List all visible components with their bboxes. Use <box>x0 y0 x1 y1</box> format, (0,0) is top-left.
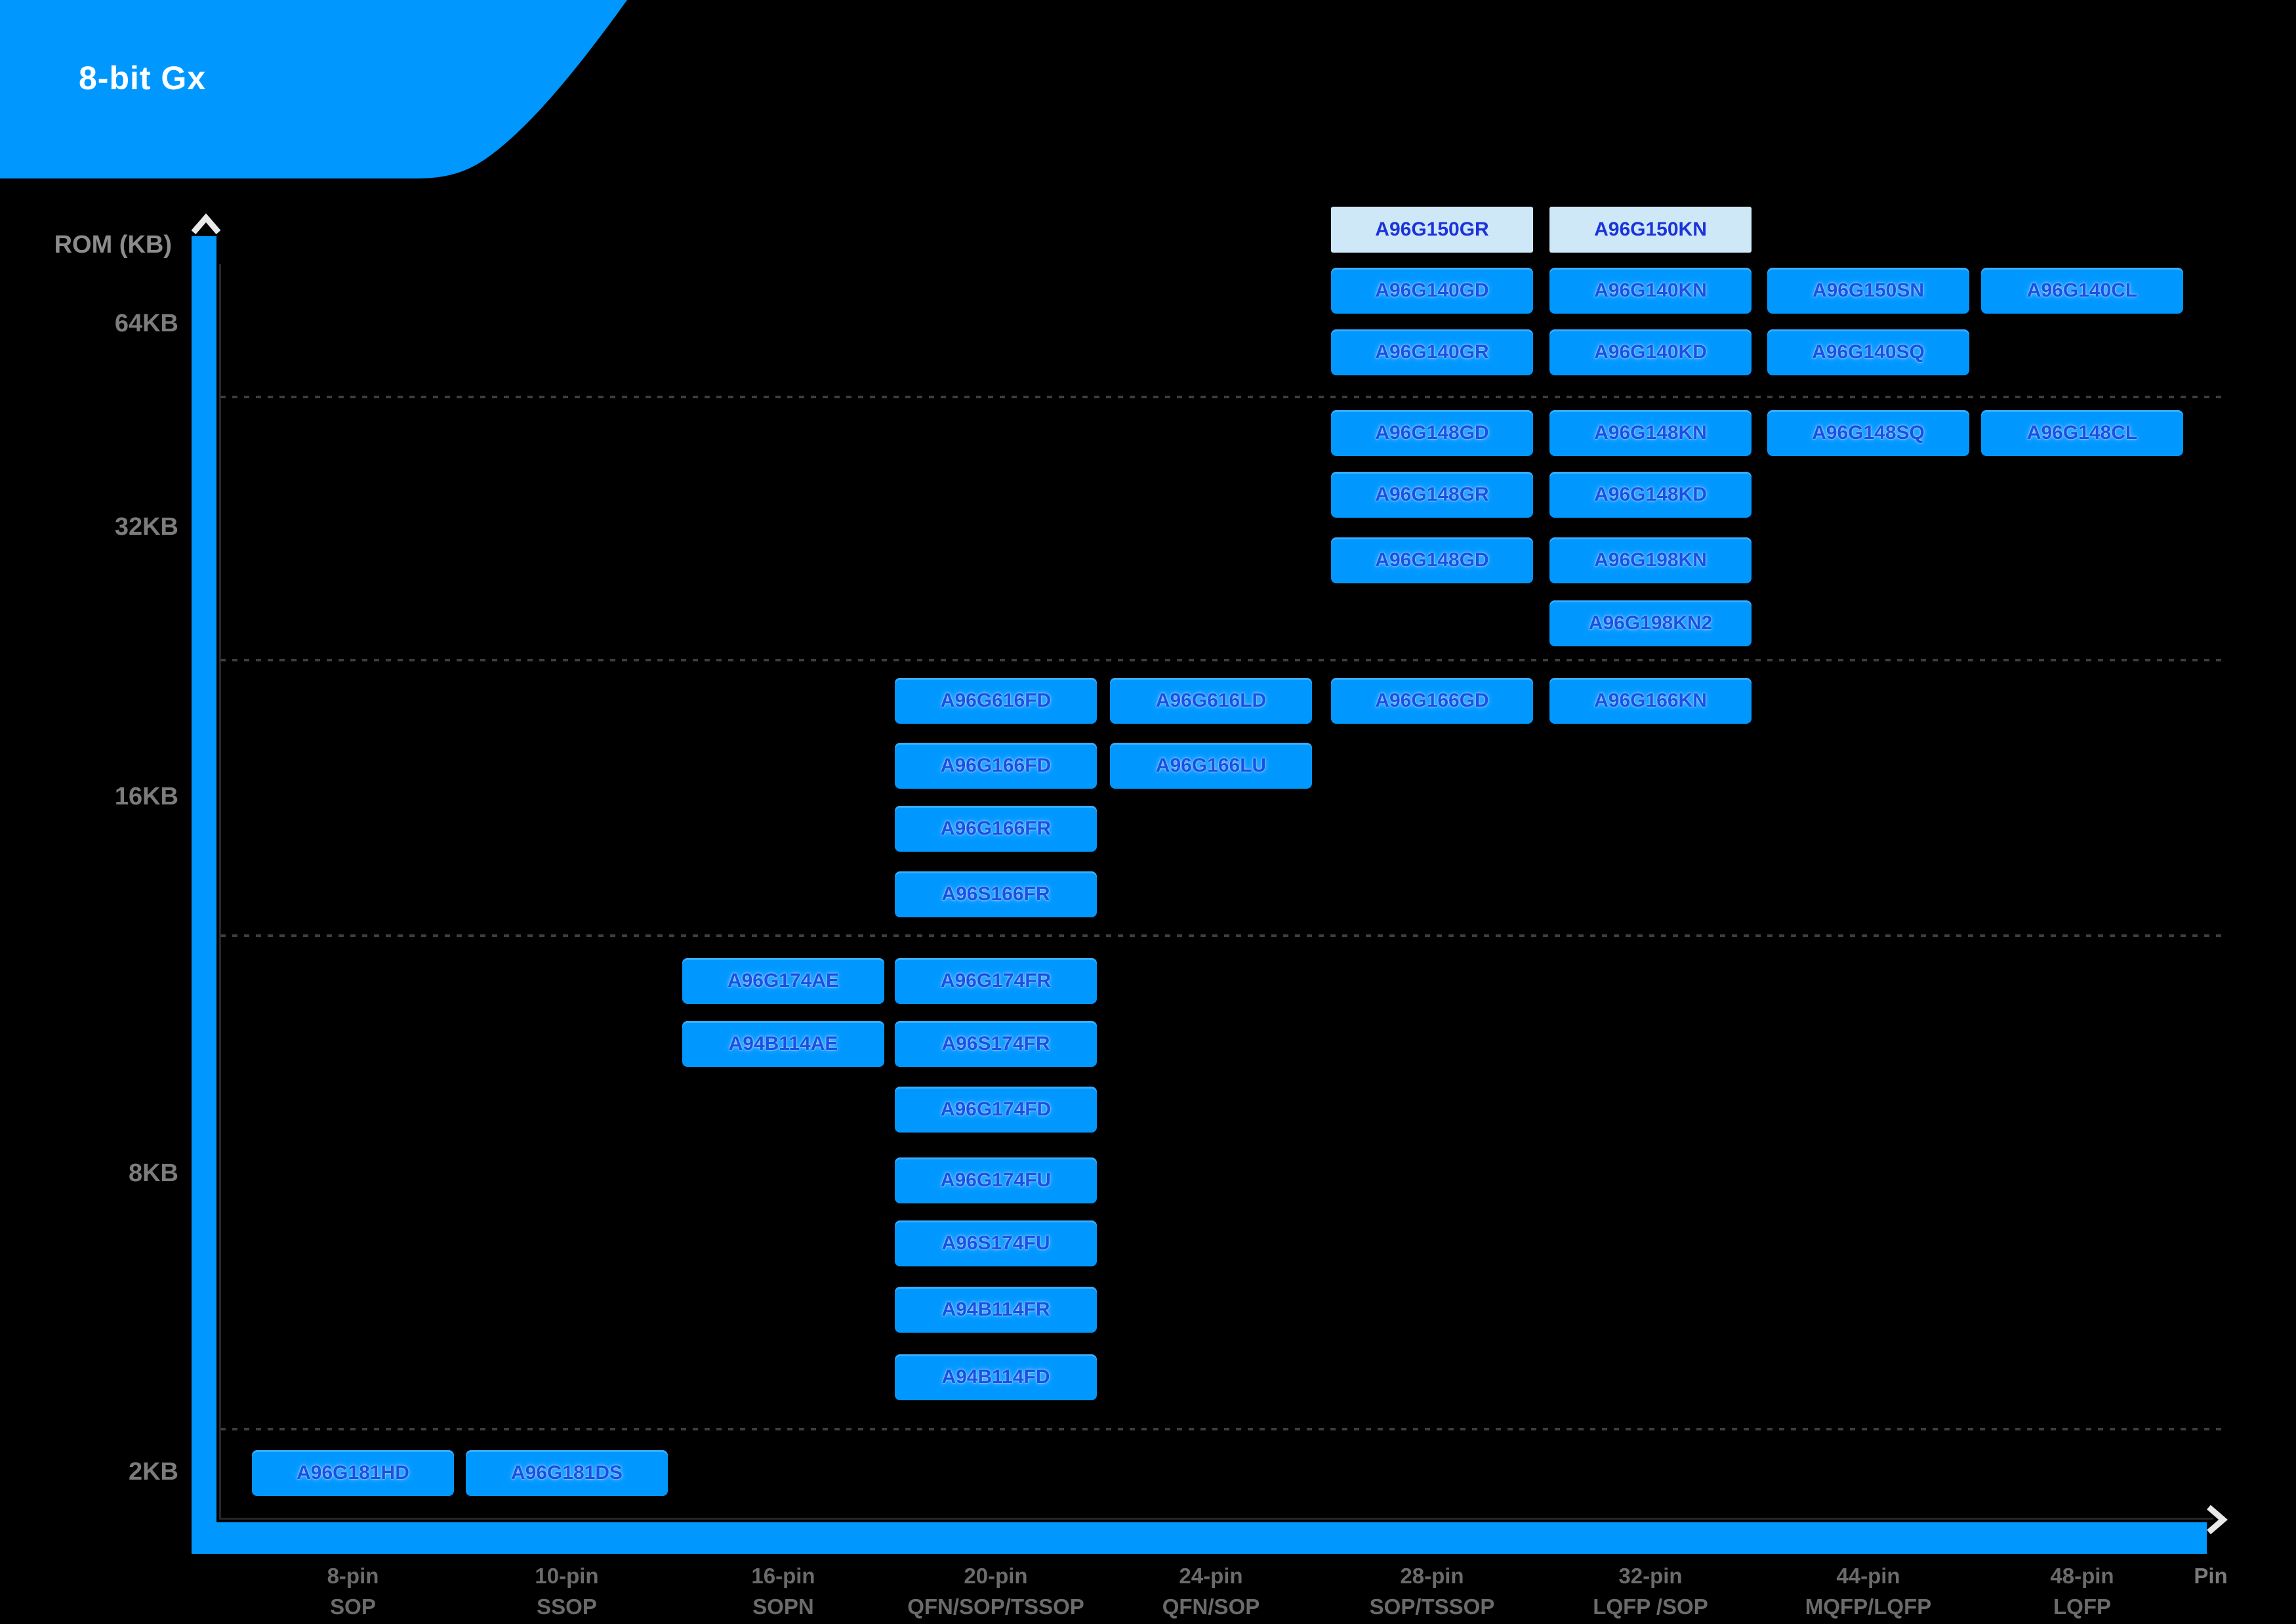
chip-A96G166FR[interactable]: A96G166FR <box>895 806 1097 852</box>
package-label: MQFP/LQFP <box>1805 1594 1932 1619</box>
chip-A96G140CL[interactable]: A96G140CL <box>1981 268 2183 314</box>
chip-A96S174FR[interactable]: A96S174FR <box>895 1021 1097 1067</box>
package-label: SSOP <box>537 1594 597 1619</box>
chip-A96G166KN[interactable]: A96G166KN <box>1549 678 1752 724</box>
package-label: QFN/SOP/TSSOP <box>907 1594 1084 1619</box>
rom-tick-32KB: 32KB <box>114 513 178 541</box>
chip-A96G616LD[interactable]: A96G616LD <box>1110 678 1312 724</box>
chip-A96G174AE[interactable]: A96G174AE <box>682 958 884 1004</box>
chip-A96G166FD[interactable]: A96G166FD <box>895 743 1097 789</box>
rom-tick-16KB: 16KB <box>114 783 178 810</box>
pin-count-label: 44-pin <box>1836 1564 1900 1588</box>
chip-A96G166LU[interactable]: A96G166LU <box>1110 743 1312 789</box>
x-axis-bar <box>216 1522 2207 1554</box>
chip-A96G616FD[interactable]: A96G616FD <box>895 678 1097 724</box>
package-label: LQFP <box>2053 1594 2111 1619</box>
x-axis-line <box>219 1518 2213 1520</box>
title-banner <box>0 0 627 178</box>
chip-A94B114AE[interactable]: A94B114AE <box>682 1021 884 1067</box>
x-axis-arrow-icon <box>2207 1505 2228 1535</box>
pin-count-label: 48-pin <box>2050 1564 2114 1588</box>
y-axis-bar <box>192 236 216 1554</box>
chip-A96G166GD[interactable]: A96G166GD <box>1331 678 1533 724</box>
chip-A96G174FR[interactable]: A96G174FR <box>895 958 1097 1004</box>
chip-A96G148GD[interactable]: A96G148GD <box>1331 537 1533 583</box>
pin-column-label-44-pin: 44-pin MQFP/LQFP <box>1724 1560 2013 1622</box>
chip-A96G150KN[interactable]: A96G150KN <box>1549 207 1752 253</box>
pin-count-label: 20-pin <box>964 1564 1028 1588</box>
pin-column-label-20-pin: 20-pin QFN/SOP/TSSOP <box>851 1560 1140 1622</box>
chip-A96G148GD[interactable]: A96G148GD <box>1331 410 1533 456</box>
chip-A96G148SQ[interactable]: A96G148SQ <box>1767 410 1969 456</box>
tier-separator-line <box>220 396 2224 398</box>
chip-A96G148CL[interactable]: A96G148CL <box>1981 410 2183 456</box>
pin-column-label-10-pin: 10-pin SSOP <box>422 1560 711 1622</box>
package-label: QFN/SOP <box>1162 1594 1260 1619</box>
chip-A94B114FD[interactable]: A94B114FD <box>895 1354 1097 1400</box>
package-label: SOP <box>330 1594 376 1619</box>
chip-A96G174FD[interactable]: A96G174FD <box>895 1087 1097 1133</box>
y-axis-arrow-icon <box>191 213 221 234</box>
chip-A96G150SN[interactable]: A96G150SN <box>1767 268 1969 314</box>
pin-count-label: 24-pin <box>1179 1564 1243 1588</box>
pin-count-label: 16-pin <box>751 1564 815 1588</box>
rom-tick-8KB: 8KB <box>128 1159 178 1187</box>
page-title: 8-bit Gx <box>79 60 207 96</box>
pin-column-label-28-pin: 28-pin SOP/TSSOP <box>1288 1560 1576 1622</box>
rom-axis-label: ROM (KB) <box>54 231 172 259</box>
pin-axis-end-label: Pin <box>2194 1564 2228 1588</box>
pin-count-label: 8-pin <box>327 1564 379 1588</box>
chip-A96G140GR[interactable]: A96G140GR <box>1331 329 1533 375</box>
chip-A96G181DS[interactable]: A96G181DS <box>466 1450 668 1496</box>
chip-A96G150GR[interactable]: A96G150GR <box>1331 207 1533 253</box>
pin-column-label-32-pin: 32-pin LQFP /SOP <box>1506 1560 1795 1622</box>
chip-A96G148KN[interactable]: A96G148KN <box>1549 410 1752 456</box>
pin-column-label-8-pin: 8-pin SOP <box>209 1560 497 1622</box>
tier-separator-line <box>220 659 2224 661</box>
chip-A96S174FU[interactable]: A96S174FU <box>895 1220 1097 1266</box>
pin-column-label-48-pin: 48-pin LQFP <box>1938 1560 2226 1622</box>
chip-A96G148GR[interactable]: A96G148GR <box>1331 472 1533 518</box>
pin-column-label-16-pin: 16-pin SOPN <box>639 1560 928 1622</box>
package-label: SOP/TSSOP <box>1369 1594 1495 1619</box>
chip-A96G198KN[interactable]: A96G198KN <box>1549 537 1752 583</box>
chip-A94B114FR[interactable]: A94B114FR <box>895 1287 1097 1333</box>
chip-A96G181HD[interactable]: A96G181HD <box>252 1450 454 1496</box>
chip-A96G140SQ[interactable]: A96G140SQ <box>1767 329 1969 375</box>
chip-A96G140KD[interactable]: A96G140KD <box>1549 329 1752 375</box>
package-label: LQFP /SOP <box>1593 1594 1708 1619</box>
tier-separator-line <box>220 1428 2224 1430</box>
tier-separator-line <box>220 934 2224 937</box>
pin-count-label: 28-pin <box>1400 1564 1464 1588</box>
rom-tick-2KB: 2KB <box>128 1458 178 1486</box>
rom-tick-64KB: 64KB <box>114 310 178 337</box>
chip-A96S166FR[interactable]: A96S166FR <box>895 871 1097 917</box>
chip-A96G148KD[interactable]: A96G148KD <box>1549 472 1752 518</box>
chip-A96G174FU[interactable]: A96G174FU <box>895 1157 1097 1203</box>
pin-count-label: 10-pin <box>535 1564 599 1588</box>
pin-column-label-24-pin: 24-pin QFN/SOP <box>1067 1560 1355 1622</box>
y-axis-line <box>219 264 221 1520</box>
package-label: SOPN <box>752 1594 814 1619</box>
pin-count-label: 32-pin <box>1618 1564 1683 1588</box>
chip-A96G198KN2[interactable]: A96G198KN2 <box>1549 600 1752 646</box>
chip-A96G140KN[interactable]: A96G140KN <box>1549 268 1752 314</box>
chip-A96G140GD[interactable]: A96G140GD <box>1331 268 1533 314</box>
